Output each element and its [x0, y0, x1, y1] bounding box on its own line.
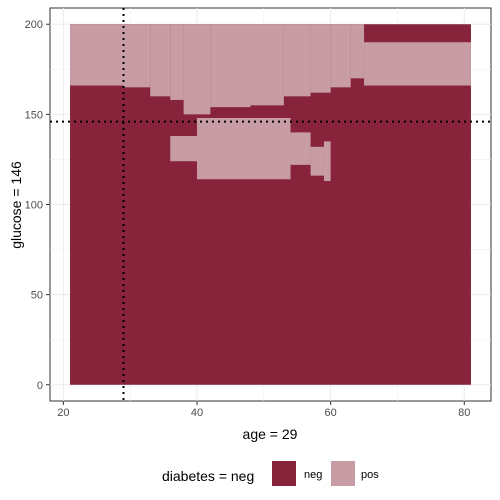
decision-raster [70, 24, 471, 385]
y-tick-label: 50 [31, 290, 43, 302]
raster-region-pos [311, 147, 324, 176]
raster-region-pos [184, 24, 211, 114]
raster-region-pos [250, 24, 283, 105]
raster-region-pos [170, 136, 197, 161]
raster-region-pos [311, 24, 331, 93]
raster-region-pos [210, 24, 250, 107]
legend-label-neg: neg [304, 469, 322, 481]
x-tick-label: 60 [325, 407, 337, 419]
y-axis-title: glucose = 146 [8, 161, 24, 249]
raster-region-pos [150, 24, 170, 96]
legend: diabetes = neg neg pos [162, 461, 379, 486]
y-tick-label: 0 [37, 380, 43, 392]
y-axis: 0 50 100 150 200 [25, 19, 50, 392]
x-tick-label: 80 [458, 407, 470, 419]
raster-region-pos [291, 132, 311, 164]
y-tick-label: 100 [25, 200, 43, 212]
raster-region-pos [197, 118, 291, 179]
y-tick-label: 200 [25, 19, 43, 31]
x-axis: 20 40 60 80 [57, 401, 470, 419]
legend-label-pos: pos [361, 469, 379, 481]
legend-key-pos [331, 461, 355, 486]
legend-key-neg [272, 461, 296, 486]
raster-region-pos [170, 24, 183, 100]
x-axis-title: age = 29 [243, 426, 298, 442]
legend-title: diabetes = neg [162, 468, 254, 484]
raster-region-pos [324, 141, 331, 181]
raster-region-pos [124, 24, 151, 87]
raster-region-pos [351, 24, 364, 78]
y-tick-label: 150 [25, 109, 43, 121]
raster-region-pos [70, 24, 123, 85]
raster-region-pos [364, 42, 471, 85]
raster-region-pos [284, 24, 311, 96]
x-tick-label: 40 [191, 407, 203, 419]
x-tick-label: 20 [57, 407, 69, 419]
raster-region-pos [331, 24, 351, 87]
